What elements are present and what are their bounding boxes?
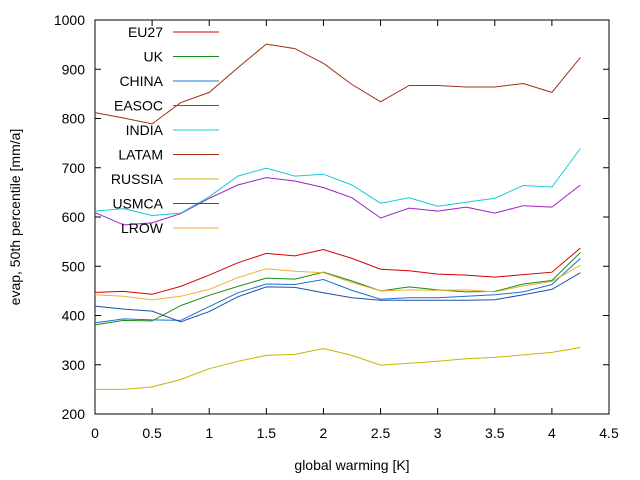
axis-ticks: 0 0.5 1 1.5 2 2.5 3 3.5 4 4.5 200 300 400 500 600 700 80… (54, 12, 619, 441)
x-tick-label: 3 (434, 425, 442, 441)
x-tick-label: 1.5 (257, 425, 277, 441)
y-tick-label: 800 (62, 111, 86, 127)
legend-label: CHINA (119, 73, 163, 89)
series-line-latam (94, 43, 581, 125)
series-line-india (94, 148, 581, 217)
x-tick-label: 0.5 (142, 425, 162, 441)
y-tick-label: 400 (62, 308, 86, 324)
legend-label: LROW (121, 220, 164, 236)
x-tick-label: 0 (91, 425, 99, 441)
legend-label: EU27 (128, 24, 163, 40)
legend: EU27 UK CHINA EASOC INDIA LATAM RUSSIA USMCA LRO… (111, 24, 219, 236)
series-line-china (94, 258, 581, 324)
legend-label: RUSSIA (111, 171, 164, 187)
x-axis-label: global warming [K] (294, 457, 409, 473)
series-line-eu27 (94, 247, 581, 295)
series-line-easoc (94, 177, 581, 226)
legend-label: EASOC (114, 98, 163, 114)
x-tick-label: 3.5 (485, 425, 505, 441)
legend-label: USMCA (112, 196, 163, 212)
series-line-uk (94, 252, 581, 326)
legend-label: INDIA (126, 122, 164, 138)
x-tick-label: 1 (205, 425, 213, 441)
legend-label: LATAM (118, 147, 163, 163)
legend-label: UK (144, 49, 164, 65)
series-line-russia (95, 347, 581, 390)
y-tick-label: 1000 (54, 12, 85, 28)
data-series (94, 43, 581, 390)
x-tick-label: 2.5 (371, 425, 391, 441)
y-tick-label: 900 (62, 61, 86, 77)
y-tick-label: 300 (62, 357, 86, 373)
y-tick-label: 500 (62, 258, 86, 274)
y-tick-label: 700 (62, 160, 86, 176)
series-line-usmca (94, 272, 581, 323)
y-tick-label: 200 (62, 406, 86, 422)
x-tick-label: 4 (548, 425, 556, 441)
y-tick-label: 600 (62, 209, 86, 225)
series-line-lrow (94, 264, 581, 301)
y-axis-label: evap, 50th percentile [mm/a] (7, 129, 23, 306)
x-tick-label: 2 (320, 425, 328, 441)
x-tick-label: 4.5 (599, 425, 619, 441)
